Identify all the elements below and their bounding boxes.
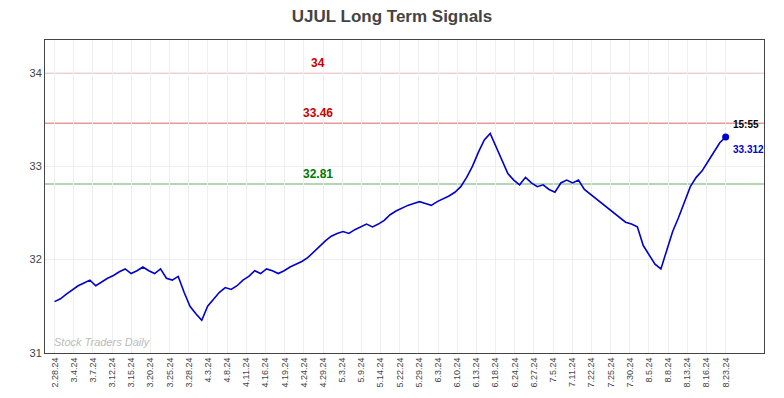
- svg-text:6.24.24: 6.24.24: [510, 358, 520, 388]
- svg-text:5.22.24: 5.22.24: [395, 358, 405, 388]
- svg-text:6.3.24: 6.3.24: [433, 358, 443, 383]
- svg-text:5.3.24: 5.3.24: [337, 358, 347, 383]
- svg-text:UJUL Long Term Signals: UJUL Long Term Signals: [292, 7, 493, 26]
- svg-text:33: 33: [30, 160, 42, 172]
- svg-text:8.8.24: 8.8.24: [663, 358, 673, 383]
- svg-text:6.10.24: 6.10.24: [452, 358, 462, 388]
- svg-text:3.12.24: 3.12.24: [107, 358, 117, 388]
- svg-text:6.27.24: 6.27.24: [529, 358, 539, 388]
- svg-text:3.4.24: 3.4.24: [69, 358, 79, 383]
- svg-text:5.9.24: 5.9.24: [356, 358, 366, 383]
- svg-text:8.16.24: 8.16.24: [701, 358, 711, 388]
- svg-text:7.22.24: 7.22.24: [586, 358, 596, 388]
- svg-text:Stock Traders Daily: Stock Traders Daily: [54, 336, 151, 348]
- svg-text:4.29.24: 4.29.24: [318, 358, 328, 388]
- svg-text:8.13.24: 8.13.24: [682, 358, 692, 388]
- svg-text:8.23.24: 8.23.24: [721, 358, 731, 388]
- svg-text:6.13.24: 6.13.24: [471, 358, 481, 388]
- svg-text:2.28.24: 2.28.24: [50, 358, 60, 388]
- svg-text:5.14.24: 5.14.24: [375, 358, 385, 388]
- svg-text:4.11.24: 4.11.24: [241, 358, 251, 387]
- svg-text:7.25.24: 7.25.24: [606, 358, 616, 388]
- svg-text:32.81: 32.81: [303, 167, 333, 181]
- svg-text:3.7.24: 3.7.24: [88, 358, 98, 383]
- svg-text:4.19.24: 4.19.24: [280, 358, 290, 388]
- svg-text:34: 34: [30, 67, 42, 79]
- svg-text:4.16.24: 4.16.24: [260, 358, 270, 388]
- svg-text:7.30.24: 7.30.24: [625, 358, 635, 388]
- svg-text:4.3.24: 4.3.24: [203, 358, 213, 383]
- svg-text:34: 34: [311, 56, 325, 70]
- svg-text:7.11.24: 7.11.24: [567, 358, 577, 387]
- svg-text:3.20.24: 3.20.24: [145, 358, 155, 388]
- svg-text:32: 32: [30, 253, 42, 265]
- svg-text:15:55: 15:55: [733, 119, 759, 130]
- svg-text:3.15.24: 3.15.24: [126, 358, 136, 388]
- svg-text:6.18.24: 6.18.24: [490, 358, 500, 388]
- svg-text:7.5.24: 7.5.24: [548, 358, 558, 383]
- svg-text:4.24.24: 4.24.24: [299, 358, 309, 388]
- svg-text:3.28.24: 3.28.24: [184, 358, 194, 388]
- svg-text:3.25.24: 3.25.24: [165, 358, 175, 388]
- svg-text:8.5.24: 8.5.24: [644, 358, 654, 383]
- svg-text:33.46: 33.46: [303, 106, 333, 120]
- svg-text:33.312: 33.312: [733, 144, 764, 155]
- svg-text:4.8.24: 4.8.24: [222, 358, 232, 383]
- svg-text:31: 31: [30, 347, 42, 359]
- svg-text:5.29.24: 5.29.24: [414, 358, 424, 388]
